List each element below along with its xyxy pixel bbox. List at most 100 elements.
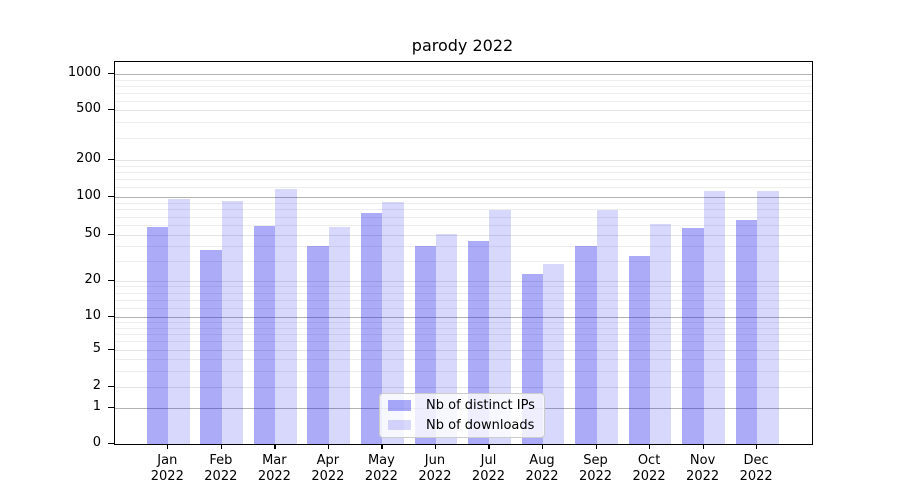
x-tick-mark [274,444,276,449]
y-tick-mark [108,316,114,318]
month-name: Jan [157,453,178,468]
minor-gridline [115,172,812,174]
minor-gridline [115,92,812,94]
y-tick-label: 1 [92,399,101,415]
month-year: 2022 [525,468,559,484]
minor-gridline [115,333,812,335]
minor-gridline [115,179,812,181]
legend-swatch-ips [388,400,411,411]
month-year: 2022 [578,468,613,484]
legend-swatch-downloads [388,419,411,430]
x-tick-mark [595,444,597,449]
x-tick-mark [542,444,544,449]
x-tick-mark [649,444,651,449]
minor-gridline [115,187,812,189]
x-tick-mark [381,444,383,449]
minor-gridline [115,292,812,294]
minor-gridline [115,260,812,262]
month-name: Oct [637,453,661,468]
mid-gridline [115,350,812,351]
bar-downloads-jan [168,198,190,444]
mid-gridline [115,281,812,282]
bar-downloads-oct [650,224,672,444]
month-name: Dec [743,453,769,468]
x-tick-label-apr: Apr 2022 [300,453,356,484]
y-tick-label: 0 [92,435,101,451]
bar-downloads-dec [757,191,779,444]
month-year: 2022 [632,468,666,484]
x-tick-label-may: May 2022 [353,453,409,484]
minor-gridline [115,138,812,140]
month-year: 2022 [150,468,184,484]
legend: Nb of distinct IPs Nb of downloads [379,393,545,438]
y-tick-label: 500 [76,101,101,117]
y-tick-mark [108,196,114,198]
y-tick-label: 10 [84,308,101,323]
month-name: Feb [209,453,233,468]
x-tick-label-nov: Nov 2022 [675,453,731,484]
major-gridline [115,317,812,318]
x-tick-mark [756,444,758,449]
x-tick-label-dec: Dec 2022 [728,453,784,484]
minor-gridline [115,370,812,372]
y-tick-label: 200 [76,151,101,167]
month-year: 2022 [311,468,345,484]
bar-downloads-aug [543,264,565,444]
bar-downloads-jun [435,233,458,444]
minor-gridline [115,246,812,248]
y-tick-mark [108,407,114,409]
major-gridline [115,197,812,198]
month-name: Aug [529,453,555,468]
y-tick-mark [108,234,114,236]
minor-gridline [115,202,812,204]
y-tick-label: 20 [84,272,101,287]
bar-downloads-mar [275,189,297,444]
minor-gridline [115,327,812,329]
bar-ips-dec [735,219,758,444]
bar-downloads-jul [489,209,511,444]
y-tick-mark [108,73,114,75]
x-tick-label-sep: Sep 2022 [568,453,624,484]
bar-ips-oct [628,255,651,444]
y-tick-label: 5 [92,341,101,356]
plot-area [114,61,813,445]
mid-gridline [115,235,812,236]
month-year: 2022 [686,468,720,484]
x-tick-mark [488,444,490,449]
x-tick-label-mar: Mar 2022 [246,453,302,484]
month-name: Mar [262,453,287,468]
y-tick-mark [108,109,114,111]
minor-gridline [115,216,812,218]
minor-gridline [115,299,812,301]
month-name: Apr [316,453,340,468]
x-tick-mark [327,444,330,449]
bar-ips-nov [682,227,704,444]
bar-downloads-feb [221,200,244,444]
bar-downloads-nov [703,191,725,444]
y-tick-label: 100 [76,188,101,203]
x-tick-label-feb: Feb 2022 [193,453,249,484]
minor-gridline [115,165,812,167]
y-tick-label: 2 [92,378,101,393]
x-tick-mark [702,444,704,449]
x-tick-label-jun: Jun 2022 [407,453,463,484]
minor-gridline [115,122,812,124]
minor-gridline [115,307,812,309]
x-tick-mark [434,444,437,449]
minor-gridline [115,209,812,211]
y-tick-mark [108,349,114,351]
bar-downloads-may [382,201,404,444]
bar-downloads-sep [596,209,618,444]
y-tick-mark [108,280,114,282]
mid-gridline [115,160,812,162]
y-tick-label: 1000 [67,65,101,81]
month-year: 2022 [739,468,773,484]
mid-gridline [115,110,812,112]
month-year: 2022 [418,468,452,484]
bar-ips-mar [253,225,276,444]
y-tick-mark [108,443,114,445]
x-tick-mark [167,444,169,449]
minor-gridline [115,341,812,343]
minor-gridline [115,286,812,288]
